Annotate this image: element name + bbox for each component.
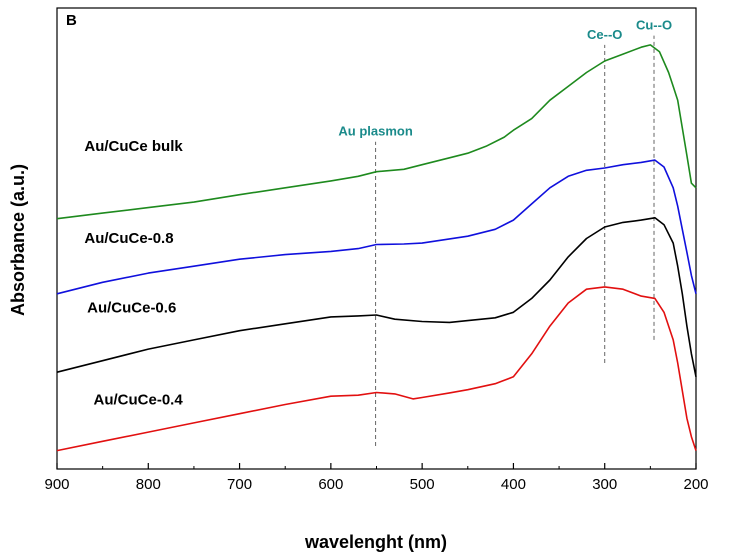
x-tick-label: 400 bbox=[501, 476, 526, 493]
series-label: Au/CuCe-0.6 bbox=[87, 299, 176, 316]
x-tick-label: 700 bbox=[227, 476, 252, 493]
x-tick-label: 800 bbox=[136, 476, 161, 493]
series-label: Au/CuCe bulk bbox=[84, 138, 183, 155]
series-line bbox=[56, 44, 697, 220]
series-label: Au/CuCe-0.8 bbox=[84, 230, 173, 247]
x-tick-label: 300 bbox=[592, 476, 617, 493]
series-labels-layer: Au/CuCe bulk Au/CuCe-0.8 Au/CuCe-0.6 Au/CuC… bbox=[84, 138, 183, 409]
series-line bbox=[56, 286, 697, 452]
annotation-label: Cu--O bbox=[636, 18, 672, 33]
annotations-layer: Au plasmon Ce--O Cu--O bbox=[338, 18, 672, 446]
annotation-label: Ce--O bbox=[587, 27, 622, 42]
x-axis-ticks: 900 800 700 600 500 400 300 200 bbox=[44, 463, 709, 493]
series-layer bbox=[56, 44, 697, 452]
series-line bbox=[56, 159, 697, 295]
x-tick-label: 900 bbox=[44, 476, 69, 493]
annotation-label: Au plasmon bbox=[338, 124, 412, 139]
panel-label: B bbox=[66, 12, 77, 29]
x-tick-label: 500 bbox=[410, 476, 435, 493]
x-tick-label: 200 bbox=[683, 476, 708, 493]
x-tick-label: 600 bbox=[318, 476, 343, 493]
y-axis-title: Absorbance (a.u.) bbox=[8, 164, 28, 316]
series-line bbox=[56, 217, 697, 377]
x-axis-title: wavelenght (nm) bbox=[304, 532, 447, 552]
series-label: Au/CuCe-0.4 bbox=[94, 391, 184, 408]
